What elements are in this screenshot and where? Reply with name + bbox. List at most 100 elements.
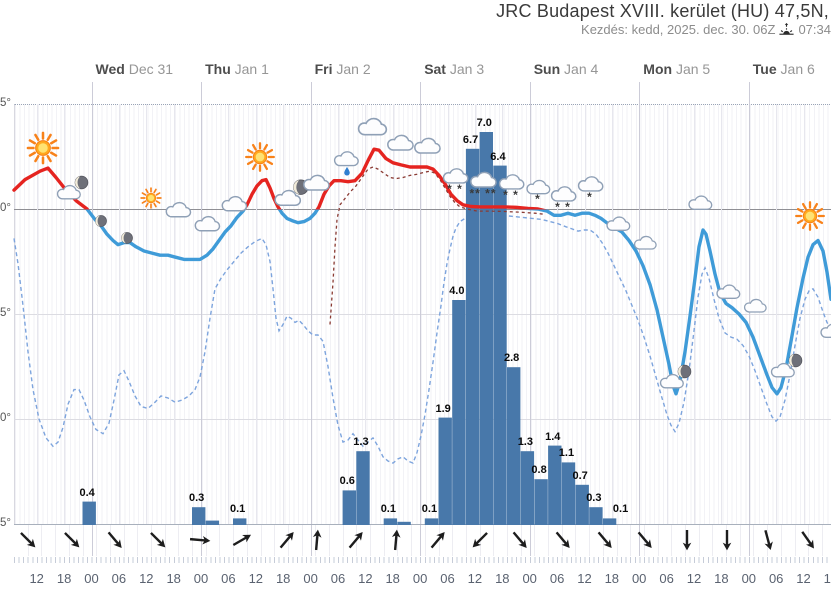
wind-cell-separator xyxy=(602,525,604,556)
day-label: Mon Jan 5 xyxy=(643,61,710,77)
wind-cell-separator xyxy=(260,525,262,556)
temp-dashed-light-line xyxy=(13,214,831,465)
snow-flakes: ** ** xyxy=(469,186,497,201)
precip-bar xyxy=(356,451,370,525)
wind-cell-separator xyxy=(452,525,454,556)
subtitle-start-text: Kezdés: kedd, 2025. dec. 30. 06Z xyxy=(581,22,776,37)
moon-icon xyxy=(121,232,134,245)
day-label: Wed Dec 31 xyxy=(96,61,174,77)
wind-cell-separator xyxy=(178,525,180,556)
wind-arrow-icon xyxy=(592,527,618,553)
cloud-snow-icon: * xyxy=(576,175,605,203)
cloud-snow-icon: ** ** xyxy=(468,171,498,201)
wind-cell-separator xyxy=(739,525,741,556)
precip-bar xyxy=(507,367,521,525)
hour-tick-label: 12 xyxy=(139,571,154,586)
bar-value-label: 1.3 xyxy=(517,436,533,449)
bar-value-label: 0.8 xyxy=(531,464,547,477)
wind-cell-separator xyxy=(287,525,289,556)
precip-bar xyxy=(465,148,480,526)
bar-value-label: 0.1 xyxy=(612,503,629,516)
cloud-icon xyxy=(441,167,470,185)
bar-value-label: 2.8 xyxy=(504,352,520,365)
six-hour-gridline xyxy=(611,104,613,524)
hour-tick-label: 18 xyxy=(714,571,729,586)
hour-tick-label: 06 xyxy=(111,571,127,586)
bar-value-label: 0.3 xyxy=(586,492,602,505)
six-hour-gridline xyxy=(255,104,257,524)
precip-bar xyxy=(452,300,466,525)
bar-value-label: 1.4 xyxy=(545,430,561,443)
six-hour-gridline xyxy=(694,104,695,524)
day-separator xyxy=(310,82,312,556)
cloud-icon xyxy=(55,184,82,201)
cloud-icon xyxy=(164,201,193,219)
cloud-icon xyxy=(332,150,360,168)
cloud-icon xyxy=(549,185,578,203)
cloud-snow-icon: * * xyxy=(497,173,526,201)
wind-cell-separator xyxy=(630,525,632,556)
wind-arrow-icon xyxy=(550,527,576,553)
hour-tick-label: 18 xyxy=(56,571,72,586)
cloud-icon xyxy=(356,117,389,138)
wind-cell-separator xyxy=(383,525,385,556)
wind-cell-separator xyxy=(698,525,700,556)
wind-cell-separator xyxy=(55,525,57,556)
hour-tick-label: 06 xyxy=(221,571,236,586)
cloud-icon xyxy=(605,216,632,233)
rain-drop-icon xyxy=(343,167,351,176)
wind-cell-separator xyxy=(164,525,166,556)
hour-tick-label: 18 xyxy=(495,571,510,586)
precip-bar xyxy=(479,132,493,525)
hour-tick-label: 00 xyxy=(303,571,318,586)
day-date: Jan 3 xyxy=(449,61,485,77)
hour-tick-label: 00 xyxy=(84,571,99,586)
cloud-icon xyxy=(819,323,831,340)
wind-cell-separator xyxy=(301,525,303,556)
wind-cell-separator xyxy=(41,525,43,556)
hour-tick-label: 06 xyxy=(549,571,565,586)
day-date: Jan 2 xyxy=(336,61,371,77)
wind-cell-separator xyxy=(123,525,125,556)
six-hour-gridline xyxy=(228,104,230,524)
precip-bar xyxy=(561,462,576,525)
wind-arrow-icon xyxy=(467,527,493,553)
wind-arrow-icon xyxy=(755,527,781,553)
chart-title: JRC Budapest XVIII. kerület (HU) 47,5N, xyxy=(496,1,829,21)
wind-cell-separator xyxy=(589,525,591,556)
wind-cell-separator xyxy=(575,525,577,556)
wind-cell-separator xyxy=(534,525,536,556)
hour-tick-label: 06 xyxy=(768,571,784,586)
wind-cell-separator xyxy=(548,525,549,556)
wind-arrow-icon xyxy=(795,527,821,553)
six-hour-gridline xyxy=(392,104,394,524)
wind-cell-separator xyxy=(685,525,686,556)
wind-arrow-icon xyxy=(229,527,255,553)
cloud-rain-icon xyxy=(332,150,360,176)
hour-tick-label: 06 xyxy=(659,571,674,586)
day-name: Mon xyxy=(643,61,673,77)
temp-dashed-dark-line xyxy=(329,166,546,325)
wind-arrow-icon xyxy=(59,527,85,553)
moon-cloud-icon xyxy=(658,364,692,390)
precip-bar xyxy=(534,479,548,525)
precip-bar xyxy=(424,518,439,525)
cloud-icon xyxy=(658,373,685,390)
wind-cell-separator xyxy=(328,525,330,556)
precip-bar xyxy=(397,521,411,525)
day-label: Fri Jan 2 xyxy=(315,61,371,77)
wind-cell-separator xyxy=(370,525,371,556)
y-axis-label: -10° xyxy=(0,412,11,424)
hour-tick-label: 06 xyxy=(330,571,346,586)
hour-tick-strip xyxy=(14,557,831,563)
cloud-icon xyxy=(301,174,331,193)
precip-bar xyxy=(575,484,589,525)
six-hour-gridline xyxy=(721,104,723,524)
six-hour-gridline xyxy=(447,104,449,524)
precip-bar xyxy=(383,518,398,525)
cloud-icon xyxy=(525,179,552,196)
wind-cell-separator xyxy=(712,525,714,556)
hour-tick-label: 00 xyxy=(631,571,647,586)
bar-value-label: 0.7 xyxy=(572,469,588,482)
wind-cell-separator xyxy=(96,525,98,556)
